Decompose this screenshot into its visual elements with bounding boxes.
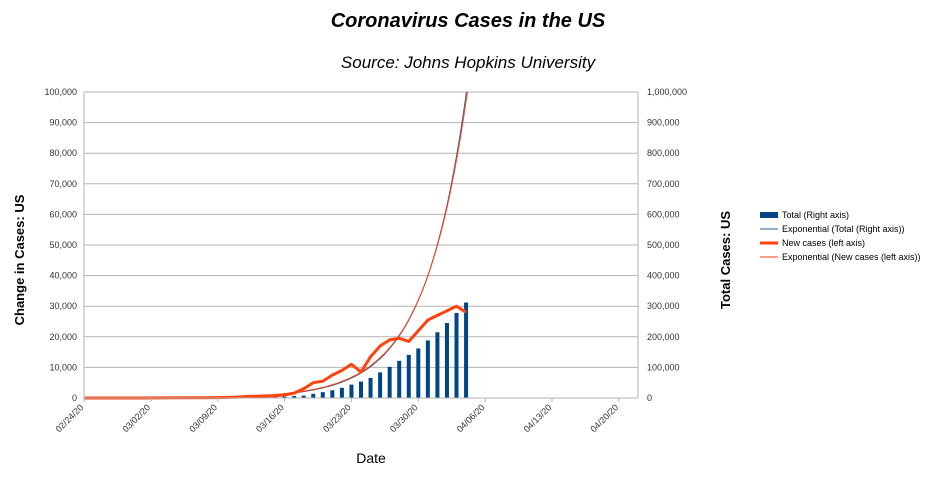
y-left-tick-label: 10,000 xyxy=(49,362,77,372)
x-tick-label: 03/16/20 xyxy=(254,402,286,434)
axes xyxy=(83,92,639,402)
y-left-tick-label: 40,000 xyxy=(49,271,77,281)
x-tick-label: 02/24/20 xyxy=(54,402,86,434)
y-right-tick-label: 700,000 xyxy=(647,179,680,189)
y-right-tick-labels: 0 100,000 200,000 300,000 400,000 500,000 600,… xyxy=(647,87,687,403)
y-right-tick-label: 100,000 xyxy=(647,362,680,372)
legend: Total (Right axis) Exponential (Total (R… xyxy=(760,210,921,262)
legend-label-new: New cases (left axis) xyxy=(782,238,865,248)
bar-total xyxy=(397,360,402,398)
bar-total xyxy=(301,395,306,398)
bar-total xyxy=(282,396,287,398)
x-axis-title: Date xyxy=(356,450,386,466)
y-right-tick-label: 600,000 xyxy=(647,209,680,219)
y-right-tick-label: 900,000 xyxy=(647,118,680,128)
x-tick-label: 03/02/20 xyxy=(120,402,152,434)
bar-total xyxy=(320,392,325,398)
chart-subtitle: Source: Johns Hopkins University xyxy=(341,53,597,72)
y-right-tick-label: 0 xyxy=(647,393,652,403)
bar-total xyxy=(349,384,354,398)
chart-title: Coronavirus Cases in the US xyxy=(331,10,606,32)
x-tick-label: 03/30/20 xyxy=(388,402,420,434)
y-left-tick-label: 30,000 xyxy=(49,301,77,311)
bar-total xyxy=(339,387,344,398)
bar-total xyxy=(311,393,316,398)
bar-total xyxy=(378,372,383,398)
y-left-tick-label: 60,000 xyxy=(49,209,77,219)
y-right-tick-label: 400,000 xyxy=(647,271,680,281)
y-right-tick-label: 300,000 xyxy=(647,301,680,311)
bar-total xyxy=(406,354,411,398)
legend-item-new: New cases (left axis) xyxy=(760,238,865,248)
bar-total xyxy=(454,312,459,398)
bar-total xyxy=(416,348,421,398)
y-right-axis-title: Total Cases: US xyxy=(718,211,733,309)
y-right-tick-label: 800,000 xyxy=(647,148,680,158)
y-left-tick-label: 20,000 xyxy=(49,332,77,342)
legend-swatch-total xyxy=(760,212,778,218)
legend-label-exp-new: Exponential (New cases (left axis)) xyxy=(782,252,921,262)
legend-item-exp-total: Exponential (Total (Right axis)) xyxy=(760,224,905,234)
y-left-tick-label: 70,000 xyxy=(49,179,77,189)
legend-item-total: Total (Right axis) xyxy=(760,210,849,220)
gridlines xyxy=(84,91,638,399)
y-left-axis-title: Change in Cases: US xyxy=(12,194,27,325)
bar-total xyxy=(359,381,363,398)
bar-total xyxy=(464,302,469,398)
bar-total xyxy=(425,340,430,398)
y-right-tick-label: 1,000,000 xyxy=(647,87,687,97)
bar-total xyxy=(292,396,297,398)
bar-total xyxy=(273,396,278,398)
y-right-tick-label: 200,000 xyxy=(647,332,680,342)
y-left-tick-label: 100,000 xyxy=(44,87,77,97)
x-tick-label: 03/09/20 xyxy=(187,402,219,434)
legend-item-exp-new: Exponential (New cases (left axis)) xyxy=(760,252,921,262)
y-left-tick-label: 80,000 xyxy=(49,148,77,158)
y-right-tick-label: 500,000 xyxy=(647,240,680,250)
legend-label-exp-total: Exponential (Total (Right axis)) xyxy=(782,224,905,234)
y-left-tick-labels: 0 10,000 20,000 30,000 40,000 50,000 60,000 70,… xyxy=(44,87,77,403)
bar-total xyxy=(444,323,449,398)
bar-total xyxy=(435,332,440,398)
y-left-tick-label: 50,000 xyxy=(49,240,77,250)
bar-total xyxy=(387,366,392,398)
legend-label-total: Total (Right axis) xyxy=(782,210,849,220)
bar-total xyxy=(330,390,335,398)
x-tick-label: 04/06/20 xyxy=(455,402,487,434)
y-left-tick-label: 90,000 xyxy=(49,118,77,128)
bar-total xyxy=(368,377,373,398)
x-tick-label: 04/13/20 xyxy=(522,402,554,434)
x-tick-labels: 02/24/20 03/02/20 03/09/20 03/16/20 03/23/20… xyxy=(54,402,621,434)
x-tick-label: 04/20/20 xyxy=(588,402,620,434)
x-tick-label: 03/23/20 xyxy=(321,402,353,434)
y-left-tick-label: 0 xyxy=(72,393,77,403)
